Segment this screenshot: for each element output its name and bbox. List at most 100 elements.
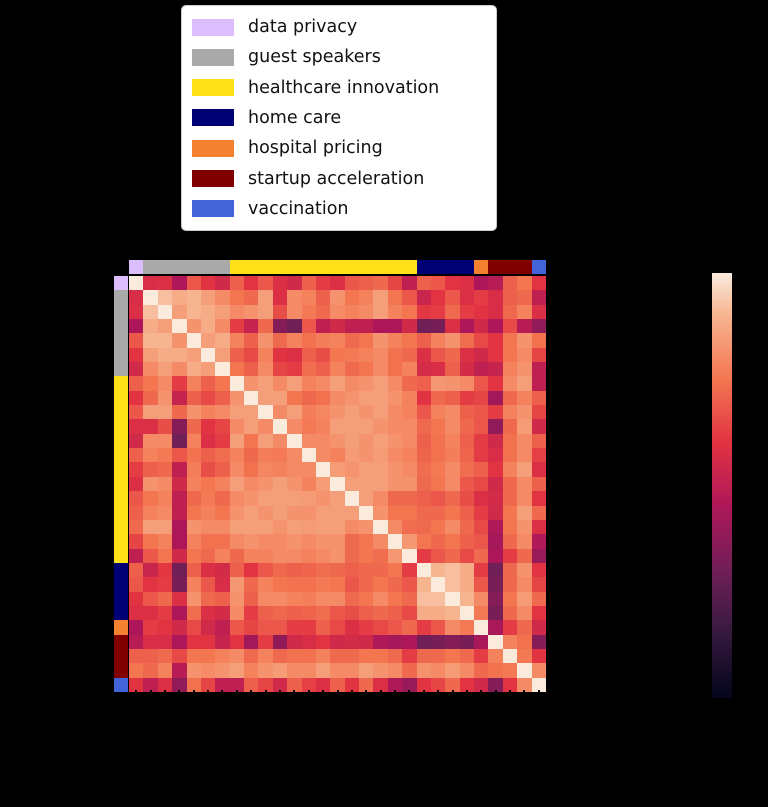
heatmap-cell — [531, 519, 546, 535]
legend-item: healthcare innovation — [182, 76, 496, 100]
heatmap-cell — [488, 405, 503, 420]
heatmap-cell — [344, 677, 360, 692]
heatmap-cell — [344, 648, 360, 664]
heatmap-cell — [272, 620, 288, 635]
legend-label: vaccination — [248, 198, 349, 219]
row-group-segment — [114, 448, 128, 463]
topic-legend: data privacy guest speakers healthcare inn… — [181, 5, 497, 231]
heatmap-cell — [272, 462, 288, 477]
heatmap-cell — [229, 376, 245, 391]
legend-swatch-icon — [192, 200, 234, 218]
heatmap-cell — [200, 448, 216, 463]
heatmap-cell — [387, 448, 403, 463]
heatmap-cell — [301, 505, 316, 520]
heatmap-cell — [129, 347, 144, 363]
heatmap-cell — [402, 648, 417, 664]
heatmap-cell — [416, 505, 431, 520]
heatmap-cell — [430, 390, 446, 406]
heatmap-cell — [215, 419, 230, 434]
heatmap-cell — [143, 562, 158, 578]
heatmap-cell — [330, 634, 345, 649]
column-group-segment — [430, 260, 446, 274]
heatmap-cell — [172, 290, 187, 305]
x-tick-mark — [278, 690, 281, 696]
heatmap-cell — [272, 333, 288, 348]
heatmap-cell — [445, 620, 460, 635]
heatmap-cell — [129, 534, 144, 549]
heatmap-cell — [129, 376, 144, 391]
heatmap-cell — [488, 290, 503, 305]
heatmap-cell — [143, 290, 158, 305]
heatmap-cell — [143, 663, 158, 678]
heatmap-cell — [244, 462, 259, 477]
x-tick-mark — [394, 690, 397, 696]
heatmap-cell — [531, 362, 546, 377]
heatmap-cell — [287, 577, 302, 592]
heatmap-cell — [315, 620, 331, 635]
heatmap-cell — [244, 548, 259, 563]
heatmap-cell — [315, 390, 331, 406]
heatmap-cell — [531, 290, 546, 305]
heatmap-cell — [129, 390, 144, 406]
heatmap-cell — [301, 304, 316, 320]
column-group-segment — [402, 260, 417, 274]
heatmap-cell — [229, 562, 245, 578]
heatmap-cell — [215, 405, 230, 420]
heatmap-cell — [387, 548, 403, 563]
heatmap-cell — [359, 462, 374, 477]
heatmap-cell — [143, 648, 158, 664]
heatmap-cell — [488, 577, 503, 592]
heatmap-cell — [430, 562, 446, 578]
heatmap-cell — [172, 376, 187, 391]
heatmap-cell — [272, 376, 288, 391]
heatmap-cell — [445, 276, 460, 291]
heatmap-cell — [200, 304, 216, 320]
heatmap-cell — [531, 663, 546, 678]
heatmap-cell — [143, 548, 158, 563]
heatmap-cell — [459, 333, 475, 348]
column-group-segment — [129, 260, 144, 274]
heatmap-cell — [359, 519, 374, 535]
heatmap-cell — [502, 448, 518, 463]
heatmap-cell — [430, 376, 446, 391]
heatmap-cell — [531, 333, 546, 348]
heatmap-cell — [186, 390, 201, 406]
x-tick-mark — [437, 690, 440, 696]
heatmap-cell — [474, 648, 489, 664]
heatmap-cell — [430, 634, 446, 649]
heatmap-cell — [531, 505, 546, 520]
heatmap-cell — [459, 663, 475, 678]
heatmap-cell — [517, 390, 532, 406]
heatmap-cell — [229, 304, 245, 320]
heatmap-cell — [445, 476, 460, 492]
heatmap-cell — [359, 476, 374, 492]
heatmap-cell — [244, 476, 259, 492]
heatmap-cell — [517, 505, 532, 520]
heatmap-cell — [172, 433, 187, 449]
heatmap-cell — [215, 648, 230, 664]
heatmap-cell — [244, 419, 259, 434]
heatmap-cell — [488, 548, 503, 563]
heatmap-cell — [186, 620, 201, 635]
row-group-segment — [114, 462, 128, 477]
heatmap-cell — [229, 319, 245, 334]
heatmap-cell — [272, 362, 288, 377]
heatmap-cell — [488, 591, 503, 606]
heatmap-cell — [272, 577, 288, 592]
heatmap-cell — [344, 390, 360, 406]
heatmap-cell — [272, 648, 288, 664]
heatmap-cell — [287, 362, 302, 377]
heatmap-cell — [186, 505, 201, 520]
column-group-segment — [488, 260, 503, 274]
row-group-segment — [114, 376, 128, 391]
heatmap-cell — [344, 476, 360, 492]
heatmap-cell — [215, 476, 230, 492]
heatmap-cell — [359, 347, 374, 363]
heatmap-cell — [445, 605, 460, 621]
heatmap-cell — [301, 376, 316, 391]
heatmap-cell — [200, 663, 216, 678]
heatmap-cell — [488, 333, 503, 348]
heatmap-cell — [445, 562, 460, 578]
heatmap-cell — [430, 290, 446, 305]
heatmap-cell — [344, 376, 360, 391]
